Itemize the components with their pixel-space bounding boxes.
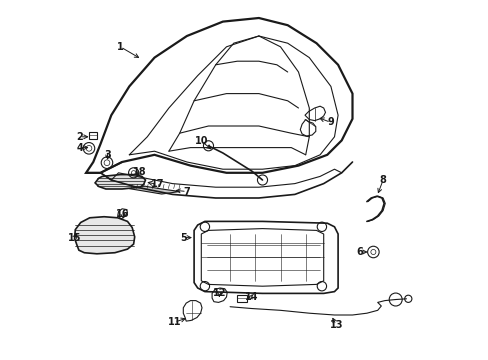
Text: 14: 14	[244, 292, 258, 302]
Text: 7: 7	[183, 186, 190, 197]
Text: 16: 16	[116, 209, 129, 219]
Text: 6: 6	[356, 247, 362, 257]
Text: 13: 13	[329, 320, 343, 330]
Bar	[89, 132, 97, 139]
Text: 5: 5	[180, 233, 186, 243]
Text: 1: 1	[117, 42, 123, 52]
Text: 18: 18	[133, 167, 146, 177]
Polygon shape	[95, 175, 145, 189]
Polygon shape	[194, 221, 337, 293]
Text: 2: 2	[76, 132, 83, 142]
Text: 9: 9	[327, 117, 334, 127]
Text: 11: 11	[167, 317, 181, 327]
Polygon shape	[86, 18, 352, 173]
Text: 10: 10	[194, 136, 207, 146]
Text: 4: 4	[76, 143, 83, 153]
Polygon shape	[75, 217, 134, 254]
Text: 3: 3	[104, 150, 111, 160]
Text: 8: 8	[379, 175, 386, 185]
Text: 12: 12	[212, 288, 225, 298]
Bar	[236, 295, 247, 302]
Polygon shape	[129, 184, 179, 194]
Text: 17: 17	[150, 179, 164, 189]
Text: 15: 15	[68, 233, 81, 243]
